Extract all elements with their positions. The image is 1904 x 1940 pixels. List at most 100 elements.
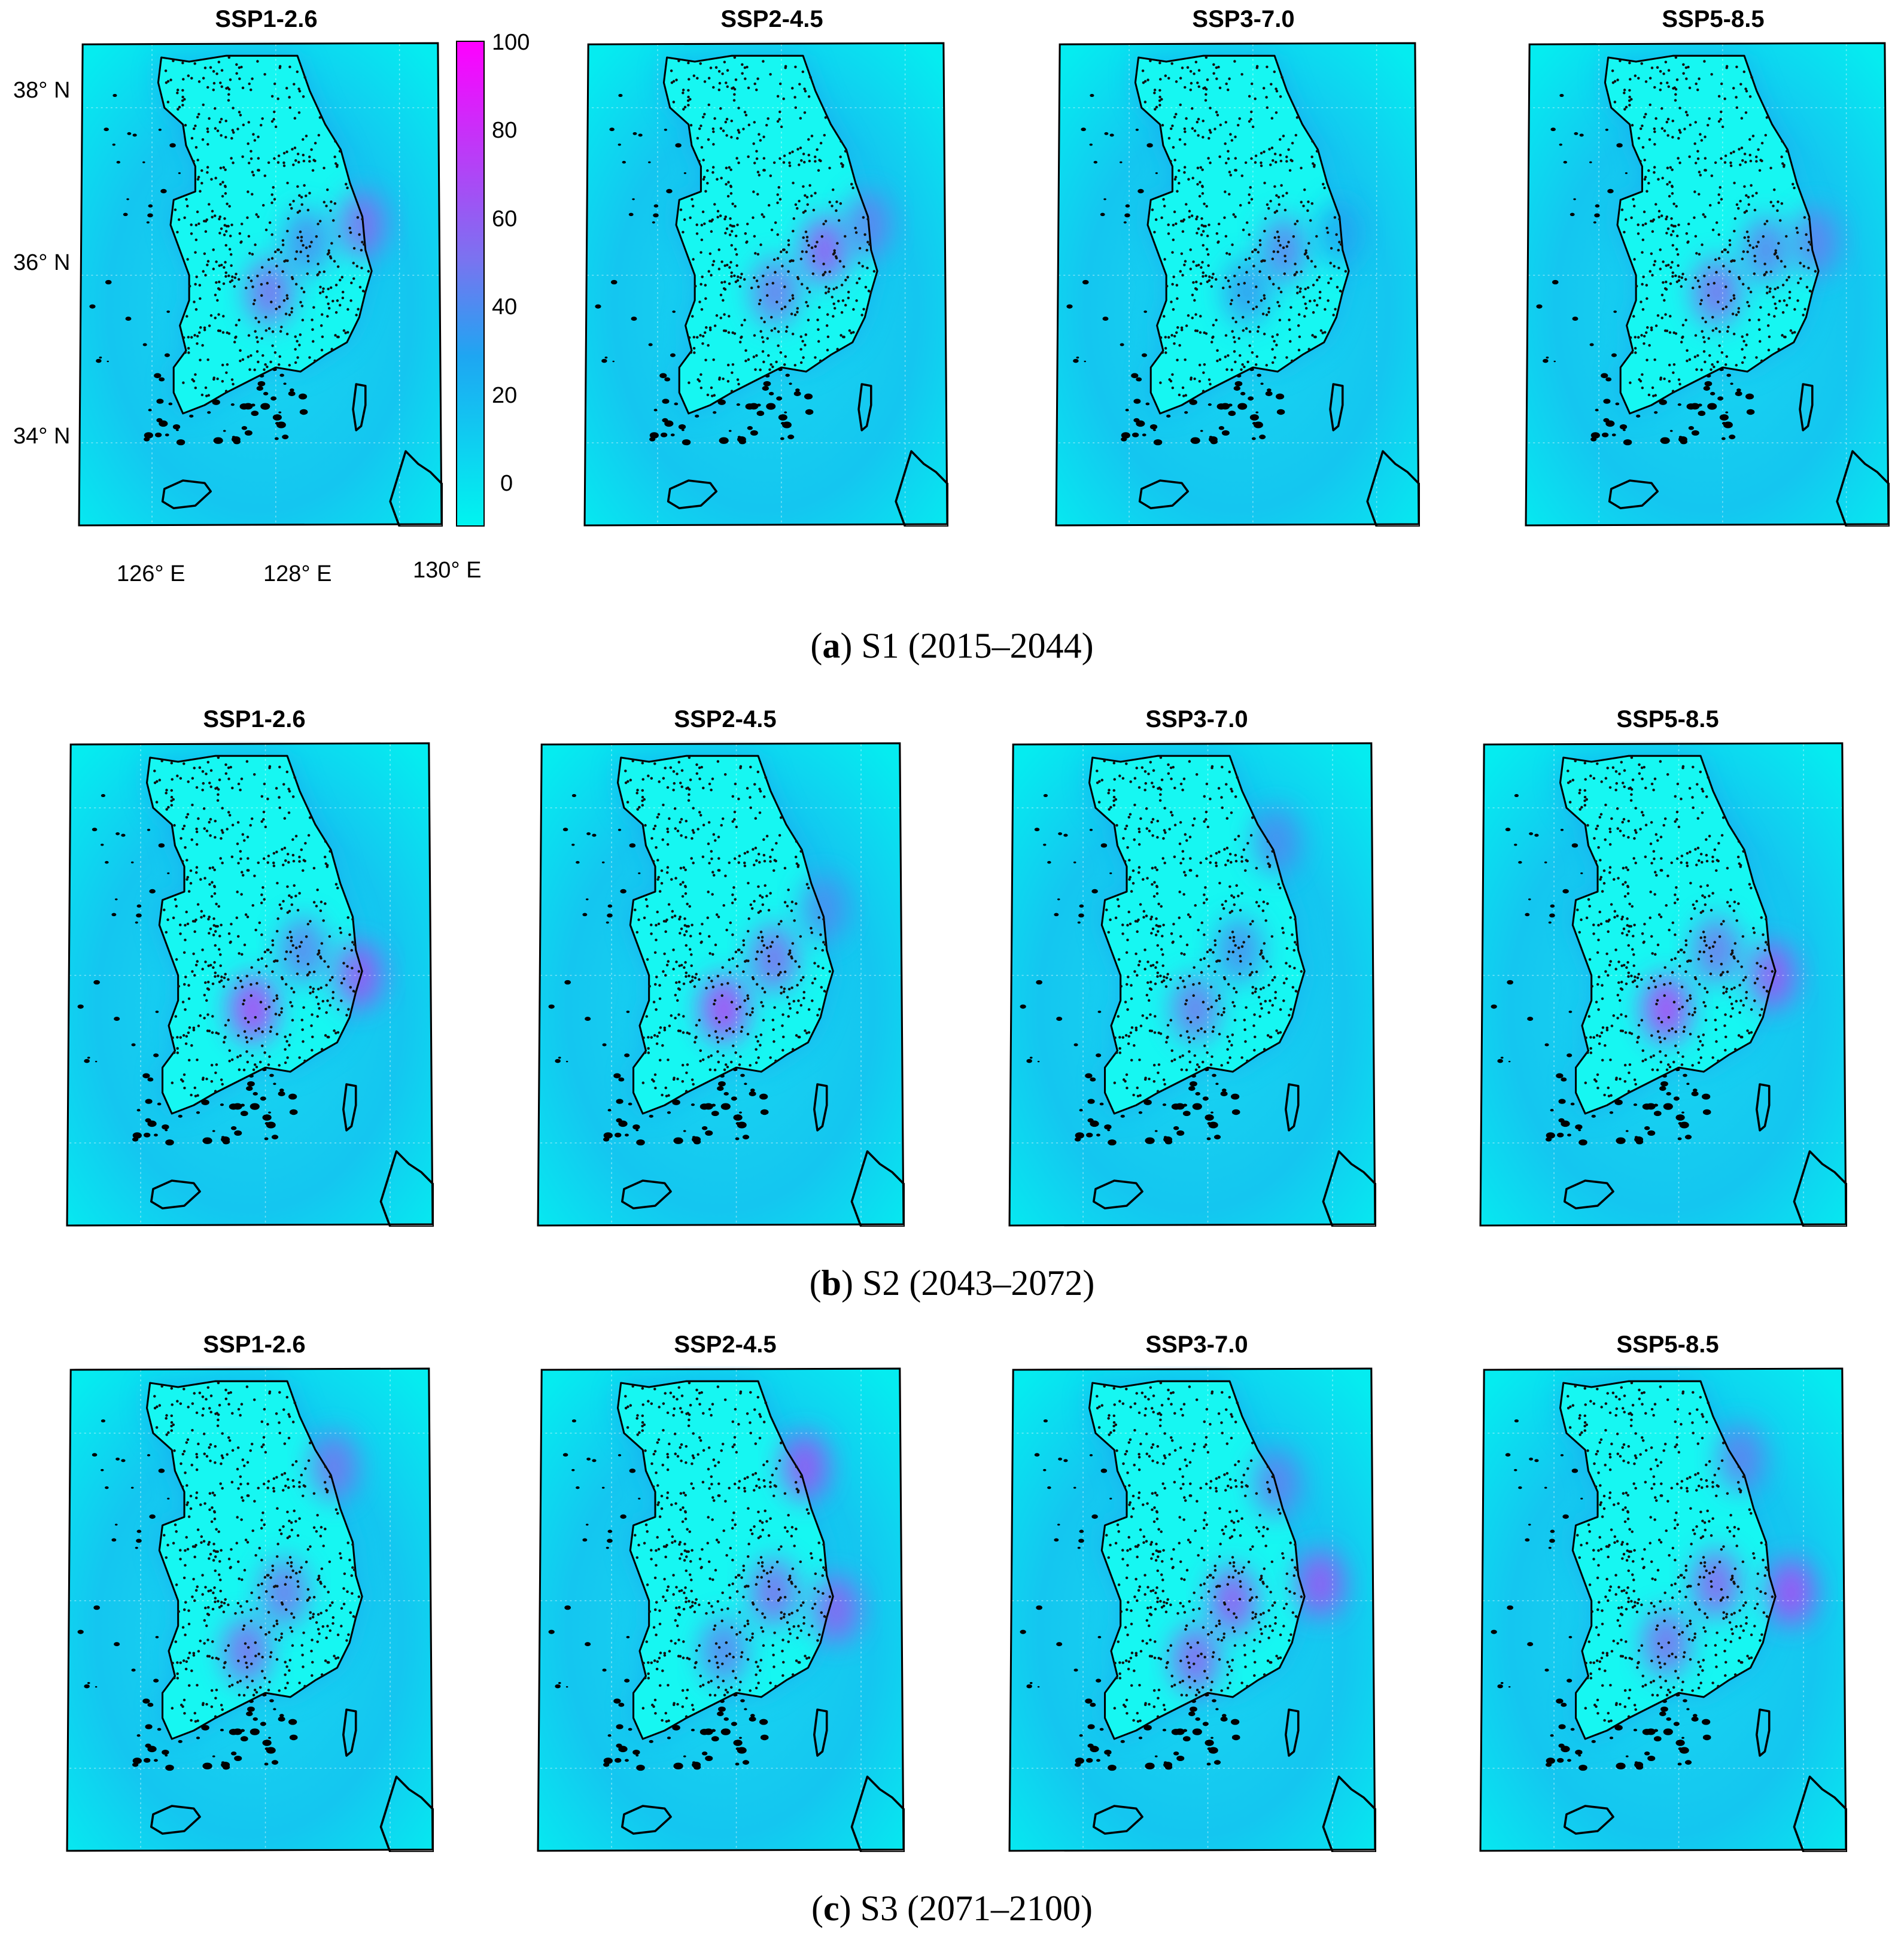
station-dot bbox=[825, 990, 828, 994]
station-dot bbox=[731, 957, 734, 960]
station-dot bbox=[299, 333, 302, 336]
station-dot bbox=[233, 340, 236, 343]
station-dot bbox=[291, 944, 294, 947]
station-dot bbox=[1666, 874, 1669, 877]
station-dot bbox=[1133, 803, 1136, 807]
station-dot bbox=[1623, 108, 1626, 111]
station-dot bbox=[1169, 811, 1173, 814]
station-dot bbox=[763, 990, 767, 994]
station-dot bbox=[174, 1015, 178, 1018]
station-dot bbox=[1742, 978, 1745, 982]
island bbox=[167, 872, 170, 874]
station-dot bbox=[288, 1044, 291, 1047]
station-dot bbox=[866, 241, 869, 244]
station-dot bbox=[780, 992, 783, 995]
station-dot bbox=[1666, 773, 1669, 776]
station-dot bbox=[1639, 127, 1643, 130]
station-dot bbox=[1197, 1029, 1200, 1032]
station-dot bbox=[1641, 814, 1645, 817]
station-dot bbox=[1126, 1086, 1129, 1090]
island bbox=[247, 1706, 255, 1712]
station-dot bbox=[626, 801, 629, 804]
station-dot bbox=[822, 223, 825, 226]
station-dot bbox=[308, 816, 312, 819]
station-dot bbox=[804, 90, 807, 93]
station-dot bbox=[787, 1015, 790, 1018]
station-dot bbox=[165, 931, 168, 934]
station-dot bbox=[665, 963, 669, 966]
station-dot bbox=[1215, 232, 1219, 235]
station-dot bbox=[250, 157, 253, 160]
station-dot bbox=[326, 863, 329, 867]
station-dot bbox=[238, 232, 242, 235]
island bbox=[1085, 1073, 1093, 1079]
station-dot bbox=[757, 885, 760, 888]
station-dot bbox=[302, 153, 305, 157]
station-dot bbox=[1261, 909, 1265, 913]
station-dot bbox=[1180, 952, 1183, 955]
station-dot bbox=[1702, 950, 1706, 954]
station-dot bbox=[1181, 1054, 1184, 1057]
station-dot bbox=[1594, 860, 1598, 863]
station-dot bbox=[324, 840, 327, 843]
station-dot bbox=[813, 962, 816, 965]
station-dot bbox=[626, 780, 629, 783]
station-dot bbox=[1269, 163, 1272, 166]
station-dot bbox=[1699, 911, 1703, 914]
station-dot bbox=[731, 202, 734, 205]
island bbox=[612, 360, 615, 363]
station-dot bbox=[285, 770, 289, 774]
station-dot bbox=[679, 932, 682, 935]
station-dot bbox=[841, 335, 845, 339]
station-dot bbox=[825, 291, 828, 294]
station-dot bbox=[1196, 120, 1199, 124]
station-dot bbox=[192, 952, 195, 956]
station-dot bbox=[1586, 824, 1589, 827]
island bbox=[1601, 373, 1608, 379]
station-dot bbox=[319, 291, 322, 294]
station-dot bbox=[1234, 360, 1237, 364]
station-dot bbox=[1631, 124, 1634, 127]
station-dot bbox=[1175, 222, 1178, 226]
island bbox=[585, 1017, 591, 1021]
station-dot bbox=[794, 203, 798, 206]
station-dot bbox=[175, 958, 178, 961]
station-dot bbox=[312, 340, 315, 343]
station-dot bbox=[744, 77, 747, 80]
station-dot bbox=[729, 168, 732, 171]
island bbox=[674, 402, 679, 406]
coastline bbox=[1836, 450, 1890, 527]
station-dot bbox=[787, 244, 790, 247]
island bbox=[1240, 391, 1246, 396]
station-dot bbox=[1616, 78, 1619, 81]
station-dot bbox=[1196, 874, 1199, 877]
station-dot bbox=[1733, 181, 1736, 185]
station-dot bbox=[1145, 914, 1148, 917]
station-dot bbox=[1686, 999, 1689, 1002]
station-dot bbox=[1242, 329, 1245, 332]
station-dot bbox=[691, 829, 695, 832]
station-dot bbox=[1203, 202, 1206, 205]
station-dot bbox=[217, 905, 220, 908]
station-dot bbox=[785, 251, 789, 254]
station-dot bbox=[1142, 81, 1145, 84]
station-dot bbox=[322, 287, 325, 290]
map-border bbox=[583, 42, 948, 527]
station-dot bbox=[1675, 235, 1679, 238]
station-dot bbox=[1610, 903, 1613, 906]
station-dot bbox=[788, 949, 792, 952]
station-dot bbox=[1777, 348, 1780, 351]
station-dot bbox=[730, 244, 733, 247]
station-dot bbox=[1756, 947, 1760, 950]
station-dot bbox=[636, 808, 639, 811]
station-dot bbox=[1156, 930, 1160, 933]
station-dot bbox=[1721, 816, 1725, 819]
map-svg bbox=[78, 42, 443, 527]
island bbox=[1553, 360, 1556, 363]
island bbox=[789, 382, 792, 385]
station-dot bbox=[1248, 233, 1251, 236]
station-dot bbox=[688, 78, 691, 81]
station-dot bbox=[1202, 119, 1205, 123]
station-dot bbox=[1167, 763, 1170, 767]
island bbox=[1736, 388, 1741, 392]
